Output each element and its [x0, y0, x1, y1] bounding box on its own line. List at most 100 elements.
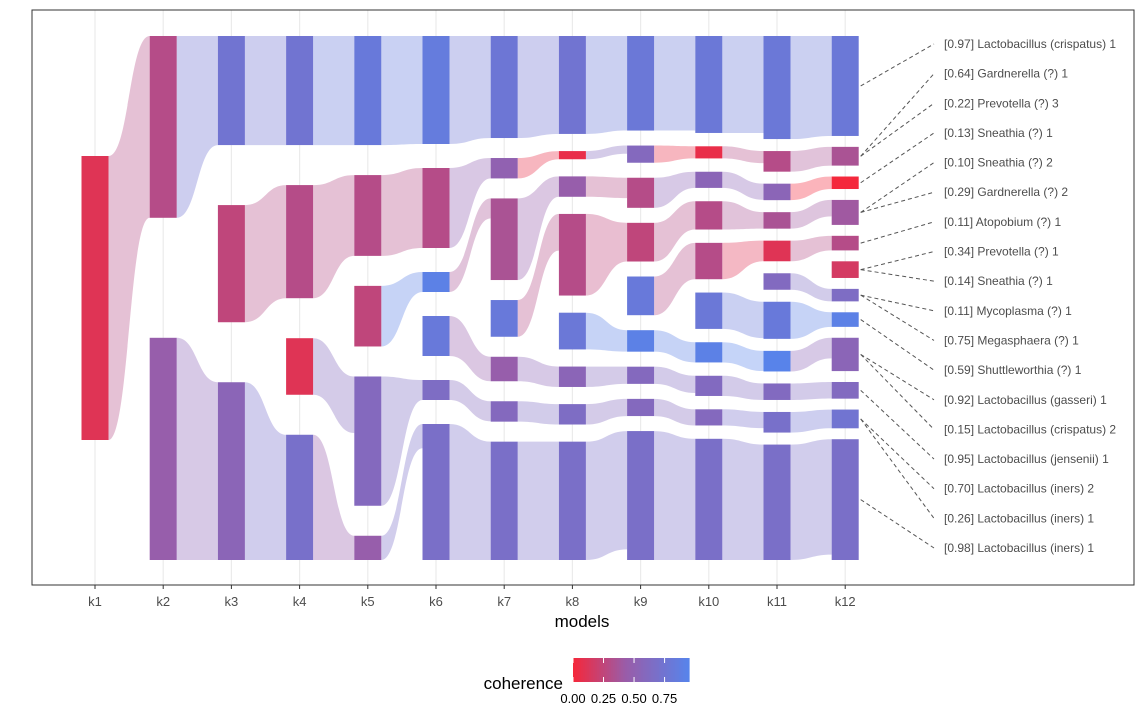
- flow-k10-to-k11-3: [722, 201, 764, 230]
- legend-swatch: [619, 658, 622, 682]
- topic-node-k12-2: [831, 146, 859, 166]
- flow-k2-to-k3-1: [176, 337, 218, 560]
- legend-swatch: [677, 658, 680, 682]
- topic-node-k10-1: [695, 36, 723, 133]
- topic-node-k10-4: [695, 201, 723, 230]
- flow-k9-to-k10-0: [654, 36, 696, 131]
- topic-node-k7-1: [490, 36, 518, 139]
- topic-node-k12-10: [831, 381, 859, 399]
- topic-node-k5-2: [354, 175, 382, 256]
- flow-k6-to-k7-1: [449, 158, 491, 248]
- topic-node-k10-7: [695, 342, 723, 363]
- label-leader-line: [860, 221, 935, 244]
- topic-node-k9-3: [627, 177, 655, 208]
- legend-swatch: [605, 658, 608, 682]
- x-tick-label-k3: k3: [225, 594, 239, 609]
- legend-swatch: [595, 658, 598, 682]
- topic-labels-layer: [0.97] Lactobacillus (crispatus) 1 [0.64]…: [860, 37, 1116, 555]
- legend-swatch: [673, 658, 676, 682]
- topic-label: [0.34] Prevotella (?) 1: [944, 245, 1059, 259]
- legend-swatch: [685, 658, 688, 682]
- topic-node-k11-5: [763, 240, 791, 262]
- flow-k6-to-k7-2: [449, 198, 491, 292]
- topic-node-k10-3: [695, 171, 723, 188]
- topic-label: [0.92] Lactobacillus (gasseri) 1: [944, 393, 1107, 407]
- nodes-layer: [81, 36, 859, 560]
- topic-node-k8-1: [558, 36, 586, 134]
- topic-label: [0.10] Sneathia (?) 2: [944, 156, 1053, 170]
- topic-node-k12-6: [831, 261, 859, 278]
- legend-swatch: [589, 658, 592, 682]
- flow-k10-to-k11-5: [722, 292, 764, 339]
- flow-k7-to-k8-4: [517, 356, 559, 387]
- topic-node-k6-2: [422, 168, 450, 248]
- flow-k2-to-k3-0: [176, 36, 218, 218]
- label-leader-line: [860, 354, 935, 430]
- x-tick-label-k4: k4: [293, 594, 307, 609]
- topic-node-k9-6: [627, 330, 655, 352]
- topic-node-k3-3: [217, 382, 245, 560]
- topic-node-k4-4: [286, 434, 314, 560]
- topic-label: [0.13] Sneathia (?) 1: [944, 126, 1053, 140]
- topic-label: [0.15] Lactobacillus (crispatus) 2: [944, 422, 1116, 436]
- flow-k11-to-k12-7: [790, 337, 832, 372]
- flow-k4-to-k5-1: [313, 175, 355, 299]
- legend-swatch: [591, 658, 594, 682]
- topic-node-k12-8: [831, 312, 859, 327]
- topic-label: [0.22] Prevotella (?) 3: [944, 96, 1059, 110]
- topic-node-k10-8: [695, 375, 723, 396]
- label-leader-line: [860, 162, 935, 213]
- flow-k3-to-k4-0: [244, 36, 287, 146]
- flow-k11-to-k12-6: [790, 301, 832, 339]
- legend-swatch: [579, 658, 582, 682]
- x-tick-label-k5: k5: [361, 594, 375, 609]
- legend-swatch: [621, 658, 624, 682]
- x-axis-ticks: k1 k2 k3 k4 k5 k6 k7 k8 k9 k10 k11 k12: [88, 585, 856, 609]
- legend-swatch: [633, 658, 636, 682]
- topic-node-k8-4: [558, 213, 586, 296]
- x-tick-label-k9: k9: [634, 594, 648, 609]
- flow-k6-to-k7-4: [449, 380, 491, 422]
- flow-k11-to-k12-0: [790, 36, 832, 140]
- topic-node-k8-8: [558, 441, 586, 560]
- legend-swatch: [675, 658, 678, 682]
- topic-node-k6-1: [422, 36, 450, 144]
- topic-node-k12-1: [831, 36, 859, 136]
- legend-swatch: [617, 658, 620, 682]
- x-tick-label-k11: k11: [767, 594, 787, 609]
- legend-swatch: [683, 658, 686, 682]
- flow-k6-to-k7-5: [449, 424, 491, 560]
- label-leader-line: [860, 418, 935, 490]
- flow-k5-to-k6-1: [381, 168, 423, 256]
- flow-k1-to-k2-0: [108, 36, 150, 440]
- legend-swatch: [599, 658, 602, 682]
- topic-node-k7-4: [490, 300, 518, 337]
- flow-k11-to-k12-1: [790, 146, 832, 172]
- legend-swatch: [665, 658, 668, 682]
- legend-swatch: [671, 658, 674, 682]
- legend-swatch: [627, 658, 630, 682]
- flow-k4-to-k5-3: [313, 434, 355, 560]
- legend-swatch: [663, 658, 666, 682]
- flow-k6-to-k7-0: [449, 36, 491, 144]
- topic-node-k3-1: [217, 36, 245, 146]
- flow-k8-to-k9-1: [585, 145, 628, 160]
- topic-node-k11-8: [763, 350, 791, 372]
- flow-k3-to-k4-2: [244, 382, 287, 560]
- flow-k8-to-k9-2: [585, 176, 628, 199]
- flow-k8-to-k9-0: [585, 36, 628, 134]
- flow-k9-to-k10-1: [654, 145, 696, 163]
- topic-label: [0.26] Lactobacillus (iners) 1: [944, 511, 1094, 525]
- topic-node-k12-5: [831, 235, 859, 251]
- flow-k10-to-k11-4: [722, 240, 764, 280]
- legend-swatch: [631, 658, 634, 682]
- label-leader-line: [860, 389, 935, 460]
- legend-swatch: [587, 658, 590, 682]
- legend-swatch: [643, 658, 646, 682]
- flow-k11-to-k12-4: [790, 235, 832, 262]
- flow-k5-to-k6-4: [381, 424, 423, 560]
- topic-label: [0.59] Shuttleworthia (?) 1: [944, 363, 1082, 377]
- x-tick-label-k1: k1: [88, 594, 102, 609]
- legend-tick-label: 0.00: [560, 691, 585, 706]
- legend-swatch: [613, 658, 616, 682]
